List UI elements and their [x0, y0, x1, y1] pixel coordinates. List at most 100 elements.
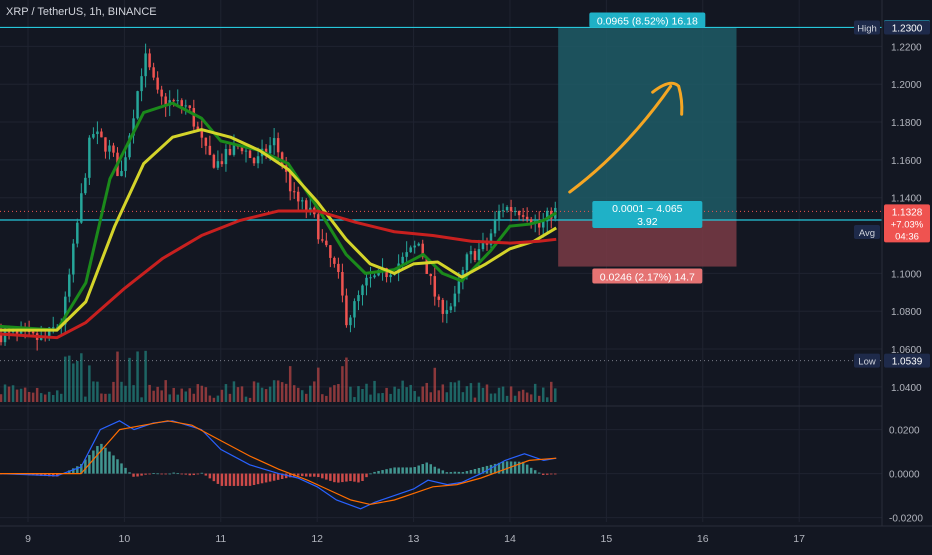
histogram-bar — [461, 472, 465, 474]
histogram-bar — [208, 473, 212, 479]
volume-bar — [268, 386, 272, 402]
high-value-tag-bg — [854, 20, 880, 35]
candle-body — [96, 131, 99, 135]
histogram-bar — [296, 473, 300, 476]
candle-body — [72, 243, 75, 275]
volume-bar — [188, 388, 192, 402]
histogram-bar — [305, 473, 308, 477]
ma-line[interactable] — [0, 128, 558, 332]
histogram-bar — [517, 461, 521, 474]
histogram-bar — [288, 473, 292, 478]
histogram-bar — [232, 473, 236, 486]
candle-body — [353, 301, 356, 318]
volume-bar — [172, 387, 175, 402]
candle-body — [501, 210, 505, 212]
volume-bar — [493, 393, 497, 402]
candle-body — [497, 210, 501, 221]
volume-bar — [164, 380, 167, 402]
volume-bar — [72, 363, 75, 402]
volume-bar — [437, 390, 441, 402]
macd-series-line[interactable] — [0, 420, 557, 506]
macd-series-line[interactable] — [0, 420, 557, 510]
ma-line[interactable] — [0, 209, 557, 340]
candle-body — [421, 243, 424, 258]
candle-body — [108, 145, 111, 152]
histogram-bar — [329, 473, 332, 481]
volume-bar — [132, 385, 135, 402]
histogram-bar — [116, 459, 119, 474]
volume-bar — [288, 366, 292, 402]
histogram-bar — [441, 470, 445, 474]
price-tick-label: 1.2000 — [891, 80, 922, 91]
volume-bar — [481, 387, 485, 402]
time-tick-label: 17 — [793, 533, 805, 545]
volume-bar — [385, 387, 388, 402]
histogram-bar — [256, 473, 260, 485]
volume-bar — [144, 350, 147, 402]
histogram-bar — [365, 473, 368, 478]
histogram-bar — [493, 463, 497, 474]
volume-bar — [353, 397, 356, 402]
volume-bar — [128, 357, 131, 402]
candle-body — [513, 211, 517, 213]
histogram-bar — [152, 473, 155, 474]
volume-bar — [140, 397, 143, 402]
ma-line[interactable] — [0, 101, 558, 332]
candle-body — [232, 145, 236, 155]
histogram-bar — [264, 473, 268, 483]
price-tick-label: 1.0800 — [891, 307, 922, 318]
histogram-bar — [481, 466, 485, 474]
volume-bar — [361, 388, 364, 402]
volume-bar — [27, 391, 31, 402]
candle-body — [429, 273, 433, 277]
histogram-bar — [421, 464, 424, 474]
candle-body — [445, 310, 449, 314]
volume-bar — [224, 384, 228, 402]
histogram-bar — [68, 470, 71, 474]
profit-zone[interactable] — [558, 27, 737, 221]
time-axis[interactable] — [0, 526, 932, 550]
candle-body — [104, 137, 107, 152]
candle-body — [132, 118, 135, 136]
volume-bar — [389, 393, 392, 402]
candle-body — [509, 207, 513, 212]
histogram-bar — [120, 463, 123, 474]
volume-bar — [397, 388, 400, 402]
candle-body — [204, 137, 208, 146]
candle-body — [481, 242, 485, 250]
volume-bar — [220, 389, 224, 402]
candle-body — [176, 100, 179, 102]
trend-arrow[interactable] — [568, 84, 673, 194]
histogram-bar — [501, 461, 505, 474]
candle-body — [272, 138, 276, 146]
histogram-bar — [140, 473, 143, 476]
histogram-bar — [545, 473, 549, 475]
price-tick-label: 1.0400 — [891, 383, 922, 394]
price-tick-label: 1.1600 — [891, 156, 922, 167]
volume-bar — [64, 356, 67, 402]
risk-reward-label-line1: 0.0001 ~ 4.065 — [612, 203, 683, 215]
histogram-bar — [280, 473, 284, 480]
histogram-bar — [176, 473, 179, 475]
histogram-bar — [84, 459, 87, 474]
candle-body — [541, 221, 545, 228]
high-value: 1.2300 — [892, 23, 923, 34]
candle-body — [317, 214, 320, 240]
price-tick-label: 1.2200 — [891, 42, 922, 53]
histogram-bar — [72, 468, 75, 474]
candle-body — [220, 161, 224, 165]
candle-body — [489, 233, 493, 245]
volume-bar — [244, 396, 248, 402]
candle-body — [545, 210, 549, 222]
histogram-bar — [212, 473, 216, 482]
volume-bar — [445, 392, 449, 402]
volume-bar — [305, 393, 308, 402]
volume-bar — [345, 357, 348, 402]
price-axis[interactable] — [882, 0, 932, 526]
symbol-title[interactable]: XRP / TetherUS, 1h, BINANCE — [6, 6, 157, 18]
volume-bar — [240, 386, 244, 402]
histogram-bar — [276, 473, 280, 480]
histogram-bar — [321, 473, 324, 479]
